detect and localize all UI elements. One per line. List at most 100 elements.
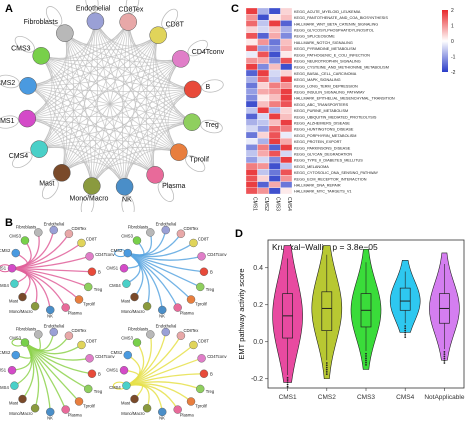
subnetwork-node bbox=[199, 369, 209, 378]
subnetwork-node bbox=[189, 340, 198, 350]
heatmap-cell bbox=[257, 113, 270, 120]
network-edge bbox=[64, 33, 93, 187]
subnetwork-label: CMS4 bbox=[0, 385, 9, 390]
subnetwork-label: CMS1 bbox=[0, 367, 7, 372]
subnetwork-node bbox=[7, 366, 17, 375]
heatmap-cell bbox=[245, 162, 258, 170]
subnetwork-node bbox=[173, 405, 182, 414]
heatmap-cell bbox=[268, 169, 281, 176]
heatmap-cell bbox=[268, 63, 281, 71]
heatmap-cell bbox=[280, 181, 293, 188]
heatmap-cell bbox=[245, 119, 258, 126]
subnetwork-node bbox=[85, 354, 94, 363]
violin bbox=[311, 245, 343, 380]
subnetwork-node bbox=[10, 279, 19, 288]
subnetwork-cms3: Fibroblasts Endothelial CD8Tex CD8T CD4Tconv… bbox=[0, 324, 115, 421]
outlier-point bbox=[365, 355, 367, 357]
network-edge bbox=[27, 85, 180, 153]
heatmap-cell bbox=[257, 119, 270, 126]
heatmap-cell bbox=[257, 45, 270, 52]
heatmap-cell bbox=[268, 162, 281, 170]
network-node bbox=[56, 24, 74, 42]
heatmap-cell bbox=[268, 14, 281, 21]
subnetwork-node bbox=[123, 350, 132, 360]
heatmap-row-label: KEGG_INSULIN_SIGNALING_PATHWAY bbox=[294, 91, 365, 95]
subnetwork-label: Fibroblasts bbox=[128, 326, 148, 331]
heatmap-cell bbox=[268, 45, 281, 52]
subnetwork-label: Mast bbox=[121, 401, 131, 406]
outlier-point bbox=[365, 361, 367, 364]
node-label: Plasma bbox=[162, 183, 185, 190]
network-edge bbox=[61, 146, 179, 174]
network-node bbox=[83, 177, 101, 195]
heatmap-row-label: KEGG_HUNTINGTONS_DISEASE bbox=[294, 128, 354, 132]
subnetwork-node bbox=[176, 229, 186, 238]
network-node bbox=[183, 80, 202, 99]
subnetwork-node bbox=[196, 282, 205, 292]
subnetwork-node bbox=[20, 338, 30, 347]
violin bbox=[272, 245, 303, 383]
outlier-point bbox=[325, 368, 328, 371]
heatmap-cell bbox=[280, 94, 293, 102]
subnetwork-node bbox=[142, 404, 152, 413]
subnetwork-label: Mast bbox=[9, 401, 19, 406]
subnetwork-edge bbox=[126, 383, 144, 400]
heatmap-cell bbox=[245, 100, 258, 108]
subnetwork-label: NK bbox=[47, 415, 53, 420]
heatmap-cell bbox=[280, 119, 293, 126]
subnetwork-label: Endothelial bbox=[156, 324, 177, 329]
outlier-point bbox=[325, 362, 328, 364]
heatmap-cell bbox=[280, 76, 293, 83]
subnetwork-label: CD4Tconv bbox=[95, 354, 115, 359]
network-node bbox=[172, 50, 190, 68]
subnetwork-label: CMS3 bbox=[9, 234, 21, 239]
subnetwork-label: CMS4 bbox=[109, 385, 121, 390]
heatmap-cell bbox=[268, 113, 281, 120]
outlier-point bbox=[443, 351, 446, 353]
subnetwork-node bbox=[84, 384, 93, 394]
subnetwork-node bbox=[46, 407, 55, 417]
subnetwork-label: Endothelial bbox=[156, 222, 177, 227]
subnetwork-node bbox=[85, 252, 94, 261]
outlier-point bbox=[443, 355, 446, 358]
subnetwork-node bbox=[30, 302, 40, 311]
outlier-point bbox=[325, 371, 328, 373]
subnetwork-node bbox=[34, 330, 43, 339]
heatmap-cell bbox=[268, 119, 281, 126]
self-loop bbox=[201, 79, 224, 93]
heatmap-cell bbox=[257, 169, 270, 176]
subnetwork-node bbox=[20, 236, 30, 245]
network-edge bbox=[27, 85, 156, 176]
heatmap-cell bbox=[268, 7, 281, 15]
subnetwork-label: Fibroblasts bbox=[16, 326, 36, 331]
heatmap-cell bbox=[257, 7, 270, 15]
heatmap-cell bbox=[245, 14, 258, 21]
heatmap-cell bbox=[280, 107, 293, 114]
heatmap-cell bbox=[245, 51, 258, 58]
heatmap-cell bbox=[257, 162, 270, 170]
heatmap-cell bbox=[257, 82, 270, 89]
heatmap-cell bbox=[257, 63, 270, 71]
x-tick-label: NotApplicable bbox=[424, 394, 464, 401]
panel-label-a: A bbox=[5, 3, 13, 15]
network-edge bbox=[61, 58, 182, 174]
outlier-point bbox=[404, 336, 407, 339]
subnetwork-node bbox=[84, 282, 93, 292]
outlier-point bbox=[365, 357, 367, 360]
subnetwork-label: Treg bbox=[94, 389, 103, 394]
node-label: Endothelial bbox=[76, 5, 111, 12]
panel-b-networks: Fibroblasts Endothelial CD8Tex CD8T CD4Tconv… bbox=[0, 222, 227, 421]
subnetwork-label: CMS2 bbox=[111, 350, 123, 355]
subnetwork-label: Endothelial bbox=[44, 324, 65, 329]
subnetwork-node bbox=[18, 292, 27, 302]
subnetwork-label: Treg bbox=[206, 389, 215, 394]
heatmap-legend-tick: 0 bbox=[451, 39, 454, 45]
heatmap-cell bbox=[268, 76, 281, 83]
node-label: CMS3 bbox=[11, 45, 31, 52]
subnetwork-label: CD8T bbox=[86, 236, 97, 241]
subnetwork-label: NK bbox=[159, 415, 165, 420]
outlier-point bbox=[365, 352, 367, 355]
node-label: CMS4 bbox=[9, 153, 29, 160]
subnetwork-label: CD4Tconv bbox=[95, 252, 115, 257]
network-node bbox=[146, 166, 164, 184]
